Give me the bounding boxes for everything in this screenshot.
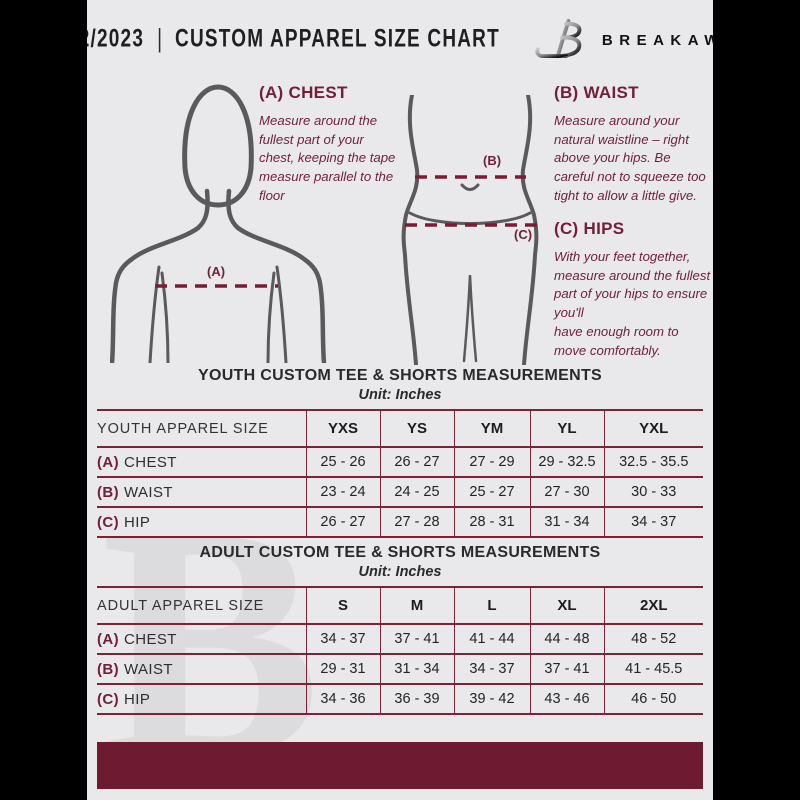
youth-size-table: YOUTH APPAREL SIZE YXS YS YM YL YXL (A) C… xyxy=(97,409,703,538)
size-yxl-header: YXL xyxy=(603,409,703,447)
row-prefix: (C) xyxy=(97,690,120,708)
table-cell: 23 - 24 xyxy=(305,476,380,507)
breakaway-b-logo-icon xyxy=(531,17,589,63)
table-row: (A) CHEST 34 - 37 37 - 41 41 - 44 44 - 48… xyxy=(97,623,703,654)
table-cell: 29 - 32.5 xyxy=(529,446,604,477)
table-cell: 25 - 26 xyxy=(305,446,380,477)
size-yl-header: YL xyxy=(529,409,604,447)
table-row: (C) HIP 26 - 27 27 - 28 28 - 31 31 - 34 3… xyxy=(97,506,703,538)
table-cell: 44 - 48 xyxy=(529,623,604,654)
table-cell: 37 - 41 xyxy=(529,653,604,684)
row-label-text: CHEST xyxy=(124,630,177,648)
table-cell: 29 - 31 xyxy=(305,653,380,684)
page-title: CUSTOM APPAREL SIZE CHART xyxy=(175,25,500,54)
hips-heading: (C) HIPS xyxy=(554,219,625,238)
table-cell: 34 - 37 xyxy=(453,653,530,684)
table-cell: 30 - 33 xyxy=(603,476,703,507)
table-cell: 26 - 27 xyxy=(305,506,380,538)
table-cell: 27 - 28 xyxy=(379,506,454,538)
table-cell: 37 - 41 xyxy=(379,623,454,654)
youth-chest-label: (A) CHEST xyxy=(97,446,306,477)
table-cell: 31 - 34 xyxy=(379,653,454,684)
header-divider: | xyxy=(157,25,163,54)
hips-body-text: With your feet together, measure around … xyxy=(554,249,711,358)
table-cell: 34 - 37 xyxy=(305,623,380,654)
chest-instructions: (A) CHEST Measure around the fullest par… xyxy=(259,83,401,206)
table-cell: 26 - 27 xyxy=(379,446,454,477)
lower-body-diagram: (B) (C) xyxy=(401,95,539,365)
table-row: (C) HIP 34 - 36 36 - 39 39 - 42 43 - 46 4… xyxy=(97,683,703,715)
adult-size-col-header: ADULT APPAREL SIZE xyxy=(97,586,306,624)
adult-waist-label: (B) WAIST xyxy=(97,653,306,684)
hips-instructions: (C) HIPS With your feet together, measur… xyxy=(554,219,713,360)
table-row: (B) WAIST 23 - 24 24 - 25 25 - 27 27 - 30… xyxy=(97,476,703,507)
table-cell: 41 - 44 xyxy=(453,623,530,654)
row-prefix: (B) xyxy=(97,483,120,501)
page-header: 2022/2023 | CUSTOM APPAREL SIZE CHART xyxy=(87,18,713,62)
table-cell: 28 - 31 xyxy=(453,506,530,538)
upper-body-diagram: (A) xyxy=(110,84,327,363)
size-xl-header: XL xyxy=(529,586,604,624)
row-prefix: (A) xyxy=(97,453,120,471)
row-prefix: (A) xyxy=(97,630,120,648)
adult-section-title: ADULT CUSTOM TEE & SHORTS MEASUREMENTS xyxy=(199,544,601,561)
adult-hip-label: (C) HIP xyxy=(97,683,306,715)
table-cell: 46 - 50 xyxy=(603,683,703,715)
footer-bar xyxy=(97,742,703,789)
size-yxs-header: YXS xyxy=(305,409,380,447)
adult-measurements-section: ADULT CUSTOM TEE & SHORTS MEASUREMENTS U… xyxy=(97,543,703,715)
table-cell: 32.5 - 35.5 xyxy=(603,446,703,477)
table-cell: 48 - 52 xyxy=(603,623,703,654)
chest-line-label: (A) xyxy=(207,264,225,279)
table-cell: 39 - 42 xyxy=(453,683,530,715)
table-row: (B) WAIST 29 - 31 31 - 34 34 - 37 37 - 41… xyxy=(97,653,703,684)
row-prefix: (B) xyxy=(97,660,120,678)
table-cell: 43 - 46 xyxy=(529,683,604,715)
brand-name: BREAKAWAY xyxy=(601,31,713,49)
adult-chest-label: (A) CHEST xyxy=(97,623,306,654)
table-cell: 27 - 30 xyxy=(529,476,604,507)
youth-unit-label: Unit: Inches xyxy=(358,387,442,403)
row-label-text: HIP xyxy=(124,690,151,708)
youth-section-title: YOUTH CUSTOM TEE & SHORTS MEASUREMENTS xyxy=(197,367,603,384)
row-label-text: CHEST xyxy=(124,453,177,471)
size-ym-header: YM xyxy=(453,409,530,447)
year-range: 2022/2023 xyxy=(87,25,145,54)
table-cell: 34 - 37 xyxy=(603,506,703,538)
row-label-text: WAIST xyxy=(124,483,173,501)
table-cell: 34 - 36 xyxy=(305,683,380,715)
adult-size-table: ADULT APPAREL SIZE S M L XL 2XL (A) CHEST… xyxy=(97,586,703,715)
waist-body-text: Measure around your natural waistline – … xyxy=(554,113,706,203)
adult-unit-label: Unit: Inches xyxy=(358,564,442,580)
size-chart-page: B 2022/2023 | CUSTOM APPAREL SIZE CHART xyxy=(87,0,713,800)
table-row: (A) CHEST 25 - 26 26 - 27 27 - 29 29 - 32… xyxy=(97,446,703,477)
table-cell: 27 - 29 xyxy=(453,446,530,477)
chest-heading: (A) CHEST xyxy=(259,83,348,102)
waist-line-label: (B) xyxy=(483,153,501,168)
table-header-row: ADULT APPAREL SIZE S M L XL 2XL xyxy=(97,586,703,624)
table-header-row: YOUTH APPAREL SIZE YXS YS YM YL YXL xyxy=(97,409,703,447)
size-l-header: L xyxy=(453,586,530,624)
size-2xl-header: 2XL xyxy=(603,586,703,624)
row-prefix: (C) xyxy=(97,513,120,531)
table-cell: 25 - 27 xyxy=(453,476,530,507)
waist-heading: (B) WAIST xyxy=(554,83,639,102)
youth-waist-label: (B) WAIST xyxy=(97,476,306,507)
youth-size-col-header: YOUTH APPAREL SIZE xyxy=(97,409,306,447)
table-cell: 24 - 25 xyxy=(379,476,454,507)
waist-instructions: (B) WAIST Measure around your natural wa… xyxy=(554,83,708,206)
size-ys-header: YS xyxy=(379,409,454,447)
hips-line-label: (C) xyxy=(514,227,532,242)
youth-hip-label: (C) HIP xyxy=(97,506,306,538)
table-cell: 41 - 45.5 xyxy=(603,653,703,684)
row-label-text: WAIST xyxy=(124,660,173,678)
table-cell: 36 - 39 xyxy=(379,683,454,715)
size-s-header: S xyxy=(305,586,380,624)
size-m-header: M xyxy=(379,586,454,624)
table-cell: 31 - 34 xyxy=(529,506,604,538)
youth-measurements-section: YOUTH CUSTOM TEE & SHORTS MEASUREMENTS U… xyxy=(97,366,703,538)
chest-body-text: Measure around the fullest part of your … xyxy=(259,113,396,203)
row-label-text: HIP xyxy=(124,513,151,531)
